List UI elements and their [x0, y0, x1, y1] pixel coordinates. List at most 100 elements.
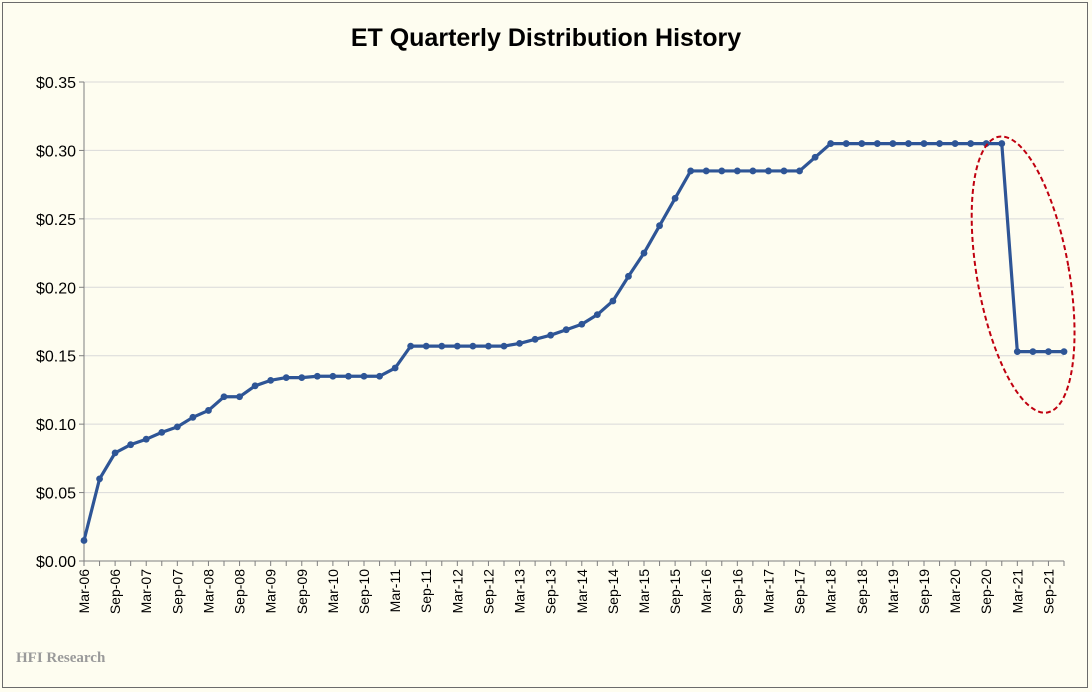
- data-point: [811, 153, 819, 161]
- data-point: [951, 140, 959, 147]
- data-point: [127, 441, 135, 449]
- data-point: [593, 311, 601, 319]
- series-line: [82, 141, 1064, 541]
- x-tick-labels: Mar-06 Sep-06 Mar-07 Sep-07 Mar-08 Sep-08 Mar-…: [76, 569, 1056, 614]
- x-tick-label: Sep-07: [169, 569, 185, 614]
- data-point: [562, 326, 570, 334]
- x-tick-label: Sep-11: [418, 569, 434, 613]
- chart-title: ET Quarterly Distribution History: [350, 24, 742, 52]
- x-tick-label: Mar-15: [636, 569, 652, 614]
- data-point: [142, 435, 150, 443]
- highlight-ellipse: [970, 135, 1076, 414]
- x-tick-label: Mar-18: [823, 569, 839, 614]
- data-point: [345, 372, 352, 380]
- data-point: [547, 331, 555, 339]
- series-distribution: [80, 140, 1068, 544]
- data-point: [920, 140, 928, 147]
- y-tick-label: $0.10: [36, 417, 76, 434]
- data-point: [858, 140, 866, 147]
- x-tick-label: Mar-13: [512, 569, 528, 614]
- data-point: [173, 423, 181, 431]
- x-tick-label: Sep-09: [294, 569, 310, 614]
- data-point: [640, 249, 648, 257]
- data-point: [1060, 348, 1068, 356]
- data-point: [189, 413, 197, 421]
- data-point: [469, 342, 477, 350]
- x-tick-label: Mar-17: [760, 569, 776, 614]
- x-tick-label: Sep-17: [792, 569, 808, 614]
- data-point: [827, 140, 835, 147]
- y-tick-label: $0.35: [36, 75, 76, 92]
- y-tick-labels: $0.00 $0.05 $0.10 $0.15 $0.20 $0.25 $0.30 $0.35: [36, 75, 76, 571]
- annotation: [970, 135, 1076, 414]
- data-point: [1029, 348, 1037, 356]
- data-point: [220, 393, 228, 401]
- x-tick-label: Sep-18: [854, 569, 870, 614]
- x-tick-label: Mar-06: [76, 569, 92, 614]
- x-tick-label: Sep-15: [667, 569, 683, 614]
- watermark: HFI Research: [16, 650, 106, 666]
- x-tick-label: Mar-21: [1009, 569, 1025, 614]
- x-tick-label: Sep-12: [480, 569, 496, 614]
- x-tick-label: Sep-13: [543, 569, 559, 614]
- data-point: [516, 339, 523, 347]
- data-point: [967, 140, 975, 147]
- data-point: [111, 449, 119, 457]
- data-point: [329, 372, 337, 380]
- data-point: [765, 167, 772, 175]
- data-point: [718, 167, 726, 175]
- data-point: [453, 342, 461, 350]
- data-point: [796, 167, 803, 175]
- x-tick-label: Sep-10: [356, 569, 372, 614]
- data-point: [298, 374, 306, 382]
- x-tick-label: Mar-19: [885, 569, 901, 614]
- y-tick-label: $0.25: [36, 212, 76, 229]
- y-tick-label: $0.05: [36, 486, 76, 503]
- data-point: [671, 194, 679, 202]
- data-point: [780, 167, 788, 175]
- data-point: [438, 342, 446, 350]
- data-point: [407, 342, 415, 350]
- data-point: [205, 407, 212, 414]
- data-point: [158, 428, 166, 436]
- data-point: [842, 140, 850, 147]
- x-tick-label: Mar-09: [263, 569, 279, 614]
- x-tick-label: Mar-16: [698, 569, 714, 614]
- x-tick-label: Mar-07: [138, 569, 154, 614]
- data-point: [936, 140, 943, 147]
- x-tick-label: Sep-19: [916, 569, 932, 614]
- x-tick-label: Mar-10: [325, 569, 341, 614]
- data-point: [360, 372, 368, 380]
- data-point: [282, 374, 290, 382]
- data-point: [376, 372, 383, 380]
- data-point: [251, 382, 259, 390]
- x-tick-label: Mar-20: [947, 569, 963, 614]
- x-tick-label: Sep-08: [232, 569, 248, 614]
- data-point: [749, 167, 757, 175]
- data-point: [625, 272, 632, 280]
- x-tick-label: Sep-16: [729, 569, 745, 614]
- data-point: [531, 335, 539, 343]
- data-point: [1013, 348, 1021, 356]
- data-point: [313, 372, 321, 380]
- data-point: [391, 364, 399, 372]
- data-point: [905, 140, 912, 147]
- data-point: [873, 140, 881, 147]
- data-point: [500, 342, 508, 350]
- data-point: [236, 393, 243, 401]
- axes: [79, 81, 1065, 566]
- data-point: [96, 475, 103, 483]
- data-point: [609, 297, 617, 305]
- data-point: [687, 167, 695, 175]
- x-tick-label: Sep-14: [605, 569, 621, 614]
- x-tick-label: Mar-14: [574, 569, 590, 614]
- data-point: [998, 140, 1006, 147]
- data-point: [485, 342, 492, 350]
- x-tick-label: Mar-12: [449, 569, 465, 614]
- x-tick-label: Sep-06: [107, 569, 123, 614]
- x-tick-label: Mar-08: [200, 569, 216, 614]
- data-point: [982, 140, 990, 147]
- data-point: [422, 342, 430, 350]
